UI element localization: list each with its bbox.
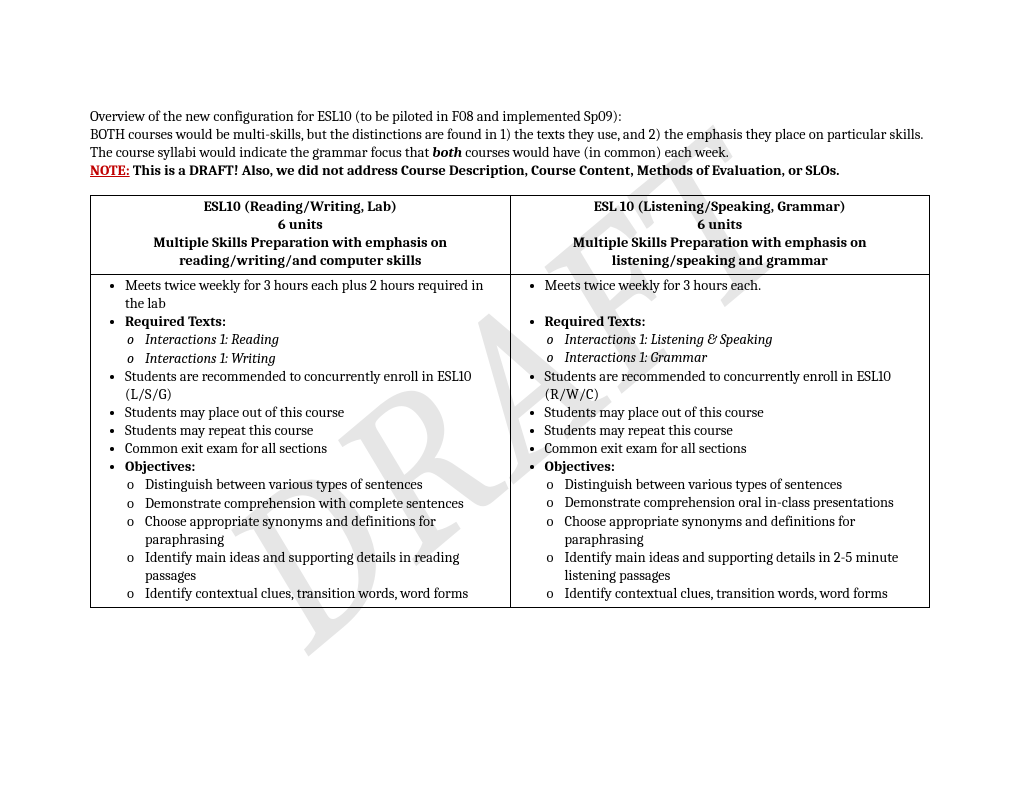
left-objectives-sublist: Distinguish between various types of sen… xyxy=(97,476,504,603)
document-page: Overview of the new configuration for ES… xyxy=(0,0,1020,608)
right-obj4: Identify main ideas and supporting detai… xyxy=(565,549,924,585)
right-obj1: Distinguish between various types of sen… xyxy=(565,476,924,494)
note-text: This is a DRAFT! Also, we did not addres… xyxy=(130,162,840,179)
left-exit: Common exit exam for all sections xyxy=(125,440,504,458)
left-meets: Meets twice weekly for 3 hours each plus… xyxy=(125,277,504,313)
right-texts-sublist: Interactions 1: Listening & Speaking Int… xyxy=(517,331,924,367)
right-text1: Interactions 1: Listening & Speaking xyxy=(565,331,924,349)
intro-paragraph: Overview of the new configuration for ES… xyxy=(90,108,930,181)
intro-line1: Overview of the new configuration for ES… xyxy=(90,108,930,126)
left-text2: Interactions 1: Writing xyxy=(145,350,504,368)
left-units: 6 units xyxy=(97,216,504,234)
right-body-cell: Meets twice weekly for 3 hours each. Req… xyxy=(510,275,930,608)
right-bullets-req: Required Texts: xyxy=(517,313,924,331)
left-subtitle2: reading/writing/and computer skills xyxy=(97,252,504,270)
right-exit: Common exit exam for all sections xyxy=(545,440,924,458)
right-subtitle1: Multiple Skills Preparation with emphasi… xyxy=(517,234,924,252)
left-concurrent: Students are recommended to concurrently… xyxy=(125,368,504,404)
left-objectives-label: Objectives: xyxy=(125,458,504,476)
note-label: NOTE: xyxy=(90,162,130,179)
right-text2: Interactions 1: Grammar xyxy=(565,349,924,367)
right-placeout: Students may place out of this course xyxy=(545,404,924,422)
left-subtitle1: Multiple Skills Preparation with emphasi… xyxy=(97,234,504,252)
left-required-texts-label: Required Texts: xyxy=(125,313,504,331)
left-text1: Interactions 1: Reading xyxy=(145,331,504,349)
right-obj5: Identify contextual clues, transition wo… xyxy=(565,585,924,603)
right-bullets-2: Students are recommended to concurrently… xyxy=(517,368,924,477)
right-objectives-sublist: Distinguish between various types of sen… xyxy=(517,476,924,603)
right-required-texts-label: Required Texts: xyxy=(545,313,924,331)
left-bullets-2: Students are recommended to concurrently… xyxy=(97,368,504,477)
left-obj2: Demonstrate comprehension with complete … xyxy=(145,495,504,513)
right-title: ESL 10 (Listening/Speaking, Grammar) xyxy=(517,198,924,216)
spacer xyxy=(517,295,924,313)
intro-line2: BOTH courses would be multi-skills, but … xyxy=(90,126,930,162)
intro-line2c: courses would have (in common) each week… xyxy=(462,144,729,161)
right-concurrent: Students are recommended to concurrently… xyxy=(545,368,924,404)
left-obj4: Identify main ideas and supporting detai… xyxy=(145,549,504,585)
right-repeat: Students may repeat this course xyxy=(545,422,924,440)
right-units: 6 units xyxy=(517,216,924,234)
left-obj1: Distinguish between various types of sen… xyxy=(145,476,504,494)
right-obj2: Demonstrate comprehension oral in-class … xyxy=(565,494,924,512)
left-texts-sublist: Interactions 1: Reading Interactions 1: … xyxy=(97,331,504,367)
right-bullets: Meets twice weekly for 3 hours each. xyxy=(517,277,924,295)
left-obj5: Identify contextual clues, transition wo… xyxy=(145,585,504,603)
left-bullets: Meets twice weekly for 3 hours each plus… xyxy=(97,277,504,331)
table-body-row: Meets twice weekly for 3 hours each plus… xyxy=(91,275,930,608)
table-header-row: ESL10 (Reading/Writing, Lab) 6 units Mul… xyxy=(91,195,930,275)
left-body-cell: Meets twice weekly for 3 hours each plus… xyxy=(91,275,511,608)
left-repeat: Students may repeat this course xyxy=(125,422,504,440)
intro-note: NOTE: This is a DRAFT! Also, we did not … xyxy=(90,162,930,180)
right-header-cell: ESL 10 (Listening/Speaking, Grammar) 6 u… xyxy=(510,195,930,275)
left-placeout: Students may place out of this course xyxy=(125,404,504,422)
left-obj3: Choose appropriate synonyms and definiti… xyxy=(145,513,504,549)
left-title: ESL10 (Reading/Writing, Lab) xyxy=(97,198,504,216)
right-meets: Meets twice weekly for 3 hours each. xyxy=(545,277,924,295)
right-subtitle2: listening/speaking and grammar xyxy=(517,252,924,270)
right-obj3: Choose appropriate synonyms and definiti… xyxy=(565,513,924,549)
course-comparison-table: ESL10 (Reading/Writing, Lab) 6 units Mul… xyxy=(90,195,930,609)
intro-line2-both: both xyxy=(432,144,462,161)
right-objectives-label: Objectives: xyxy=(545,458,924,476)
left-header-cell: ESL10 (Reading/Writing, Lab) 6 units Mul… xyxy=(91,195,511,275)
